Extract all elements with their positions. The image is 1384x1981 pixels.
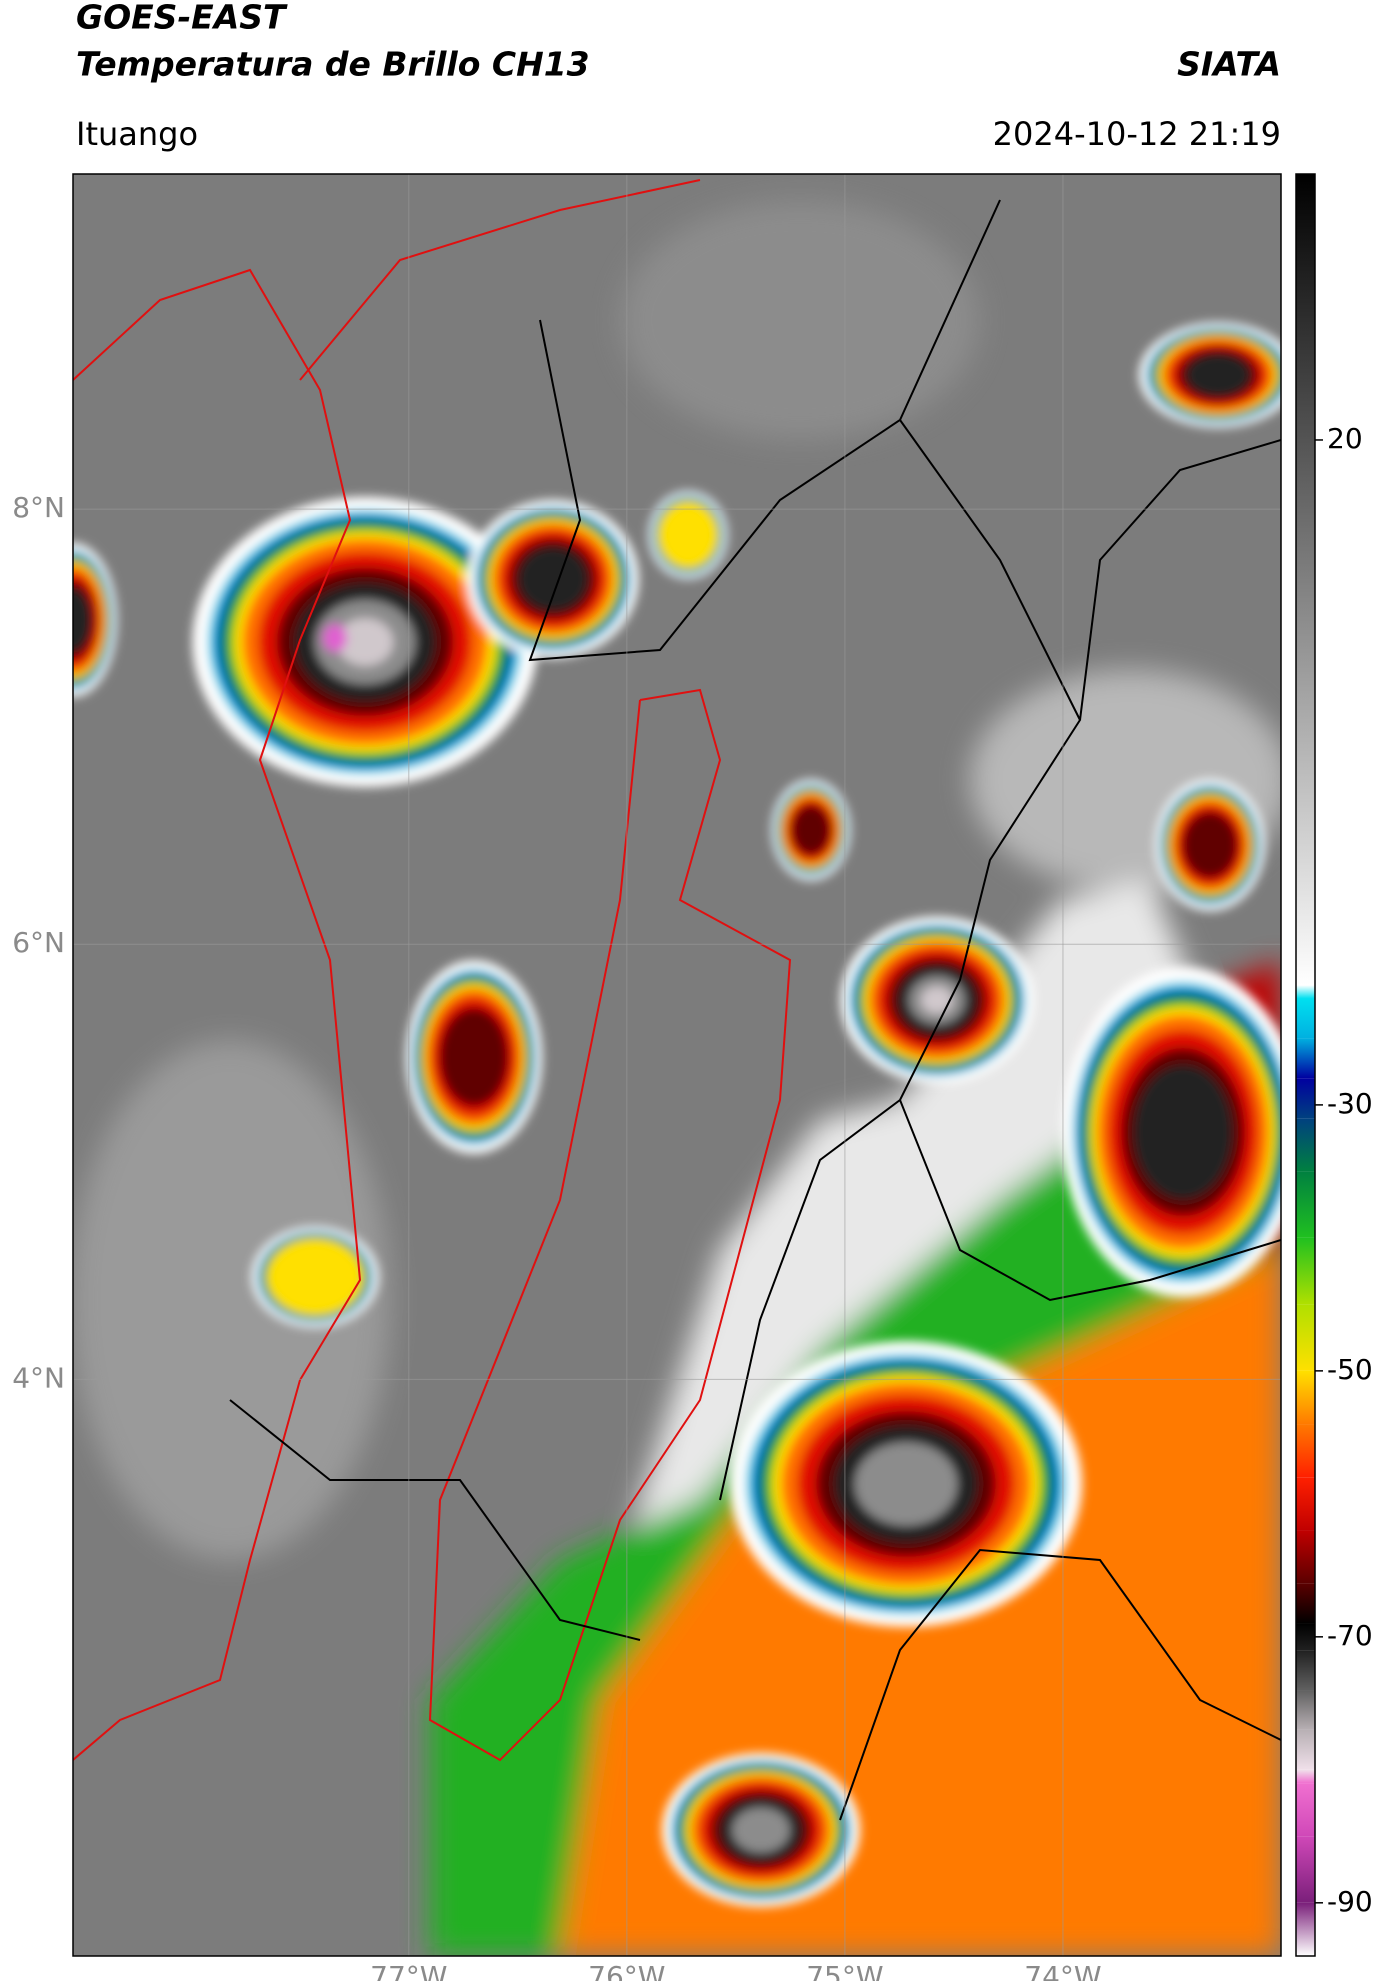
product-title: Temperatura de Brillo CH13 (76, 45, 590, 84)
colorbar-segment (1296, 998, 1315, 1039)
colorbar-segment (1296, 1836, 1315, 1903)
colorbar-tick-label: -70 (1327, 1619, 1373, 1652)
colorbar-segment (1296, 1530, 1315, 1584)
colorbar-segment (1296, 1650, 1315, 1691)
colorbar-segment (1296, 1118, 1315, 1172)
colorbar-segment (1296, 1769, 1315, 1784)
map (73, 174, 1281, 1956)
lon-tick-label: 74°W (1024, 1960, 1101, 1981)
borders (73, 179, 1281, 1821)
satellite-title: GOES-EAST (76, 0, 288, 37)
lat-tick-label: 8°N (12, 491, 65, 524)
colorbar-segment (1296, 1902, 1315, 1956)
colorbar-segment (1296, 1729, 1315, 1770)
colorbar-segment (1296, 1623, 1315, 1651)
lat-tick-label: 6°N (12, 926, 65, 959)
colorbar-segment (1296, 1304, 1315, 1371)
colorbar-segment (1296, 1237, 1315, 1305)
lon-tick-label: 76°W (588, 1960, 665, 1981)
convective-cells (73, 322, 1281, 1907)
region: Ituango (76, 115, 198, 153)
colorbar-segment (1296, 1171, 1315, 1238)
colorbar-segment (1296, 1783, 1315, 1837)
colorbar-tick-label: 20 (1327, 422, 1363, 455)
agency: SIATA (1177, 45, 1281, 84)
colorbar (1296, 174, 1315, 1956)
colorbar-tick-label: -30 (1327, 1087, 1373, 1120)
colorbar-segment (1296, 1078, 1315, 1119)
colorbar-segment (1296, 1477, 1315, 1531)
colorbar-segment (1296, 1370, 1315, 1425)
colorbar-segment (1296, 1424, 1315, 1478)
colorbar-segment (1296, 985, 1315, 999)
colorbar-tick-label: -90 (1327, 1885, 1373, 1918)
colorbar-segment (1296, 1038, 1315, 1079)
lon-tick-label: 75°W (806, 1960, 883, 1981)
colorbar-frame (1295, 173, 1316, 1957)
datetime: 2024-10-12 21:19 (993, 115, 1281, 153)
lat-tick-label: 4°N (12, 1361, 65, 1394)
map-frame (72, 173, 1282, 1957)
colorbar-tick-label: -50 (1327, 1353, 1373, 1386)
colorbar-segment (1296, 1583, 1315, 1624)
lon-tick-label: 77°W (370, 1960, 447, 1981)
colorbar-segment (1296, 174, 1315, 986)
colorbar-segment (1296, 1690, 1315, 1730)
